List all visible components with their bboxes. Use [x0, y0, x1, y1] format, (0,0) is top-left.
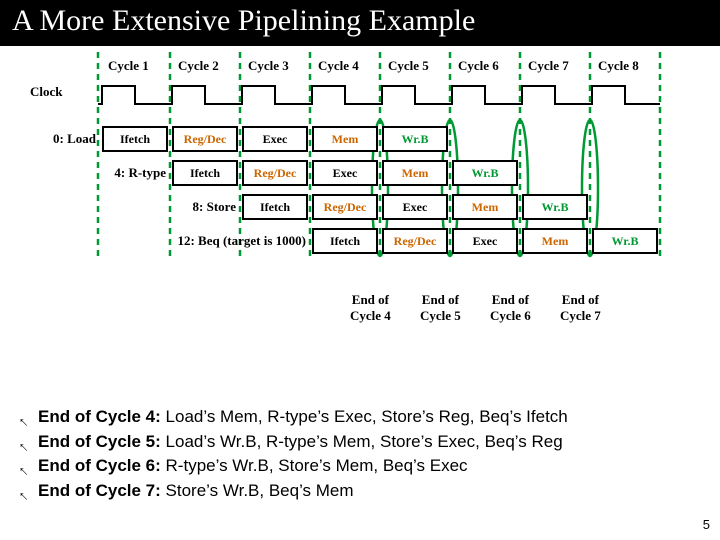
- bullet-item: ↑End of Cycle 5: Load’s Wr.B, R-type’s M…: [18, 430, 568, 455]
- stage-box: Reg/Dec: [382, 228, 448, 254]
- stage-box: Exec: [312, 160, 378, 186]
- stage-box: Ifetch: [242, 194, 308, 220]
- stage-box: Exec: [382, 194, 448, 220]
- slide-title: A More Extensive Pipelining Example: [0, 0, 720, 46]
- bullet-list: ↑End of Cycle 4: Load’s Mem, R-type’s Ex…: [18, 405, 568, 504]
- bullet-item: ↑End of Cycle 4: Load’s Mem, R-type’s Ex…: [18, 405, 568, 430]
- stage-box: Mem: [452, 194, 518, 220]
- cycle-label: Cycle 1: [108, 58, 149, 74]
- stage-box: Exec: [242, 126, 308, 152]
- stage-box: Mem: [382, 160, 448, 186]
- cycle-label: Cycle 7: [528, 58, 569, 74]
- bullet-text: End of Cycle 7: Store’s Wr.B, Beq’s Mem: [38, 479, 354, 504]
- bullet-text: End of Cycle 5: Load’s Wr.B, R-type’s Me…: [38, 430, 563, 455]
- instruction-label: 12: Beq (target is 1000): [0, 233, 306, 249]
- clock-label: Clock: [30, 84, 63, 100]
- instruction-label: 0: Load: [0, 131, 96, 147]
- cycle-label: Cycle 3: [248, 58, 289, 74]
- bullet-text: End of Cycle 4: Load’s Mem, R-type’s Exe…: [38, 405, 568, 430]
- cycle-label: Cycle 5: [388, 58, 429, 74]
- stage-box: Wr.B: [592, 228, 658, 254]
- stage-box: Wr.B: [452, 160, 518, 186]
- cycle-label: Cycle 2: [178, 58, 219, 74]
- pipeline-diagram: Clock Cycle 1 Cycle 2 Cycle 3 Cycle 4 Cycle …: [0, 46, 720, 366]
- stage-box: Ifetch: [102, 126, 168, 152]
- instruction-label: 4: R-type: [0, 165, 166, 181]
- end-of-cycle-label: End ofCycle 7: [560, 292, 601, 324]
- stage-box: Reg/Dec: [312, 194, 378, 220]
- stage-box: Wr.B: [522, 194, 588, 220]
- stage-box: Mem: [522, 228, 588, 254]
- bullet-text: End of Cycle 6: R-type’s Wr.B, Store’s M…: [38, 454, 468, 479]
- stage-box: Reg/Dec: [242, 160, 308, 186]
- cycle-label: Cycle 8: [598, 58, 639, 74]
- end-of-cycle-label: End ofCycle 5: [420, 292, 461, 324]
- stage-box: Ifetch: [312, 228, 378, 254]
- stage-box: Mem: [312, 126, 378, 152]
- stage-box: Ifetch: [172, 160, 238, 186]
- bullet-item: ↑End of Cycle 6: R-type’s Wr.B, Store’s …: [18, 454, 568, 479]
- end-of-cycle-label: End ofCycle 4: [350, 292, 391, 324]
- instruction-label: 8: Store: [0, 199, 236, 215]
- cycle-label: Cycle 6: [458, 58, 499, 74]
- bullet-item: ↑End of Cycle 7: Store’s Wr.B, Beq’s Mem: [18, 479, 568, 504]
- stage-box: Reg/Dec: [172, 126, 238, 152]
- page-number: 5: [703, 517, 710, 532]
- stage-box: Exec: [452, 228, 518, 254]
- end-of-cycle-label: End ofCycle 6: [490, 292, 531, 324]
- stage-box: Wr.B: [382, 126, 448, 152]
- cycle-label: Cycle 4: [318, 58, 359, 74]
